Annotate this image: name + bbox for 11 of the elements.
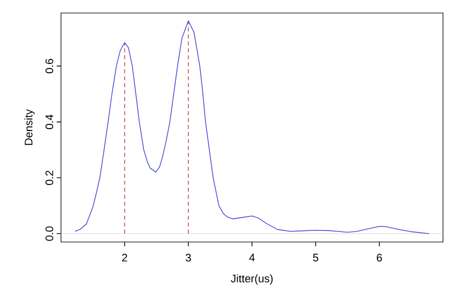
x-tick-label: 6	[376, 254, 382, 262]
y-axis-title: Density	[24, 109, 35, 145]
x-tick-label: 3	[186, 254, 191, 262]
y-tick-label: 0.6	[45, 58, 54, 74]
y-tick-label: 0.2	[45, 170, 54, 185]
y-tick-label: 0.4	[45, 114, 54, 130]
x-tick-label: 2	[122, 254, 128, 262]
x-axis-title: Jitter(us)	[230, 274, 273, 285]
y-tick-label: 0.0	[45, 226, 54, 241]
x-tick-label: 5	[313, 254, 318, 262]
x-tick-label: 4	[249, 254, 255, 262]
